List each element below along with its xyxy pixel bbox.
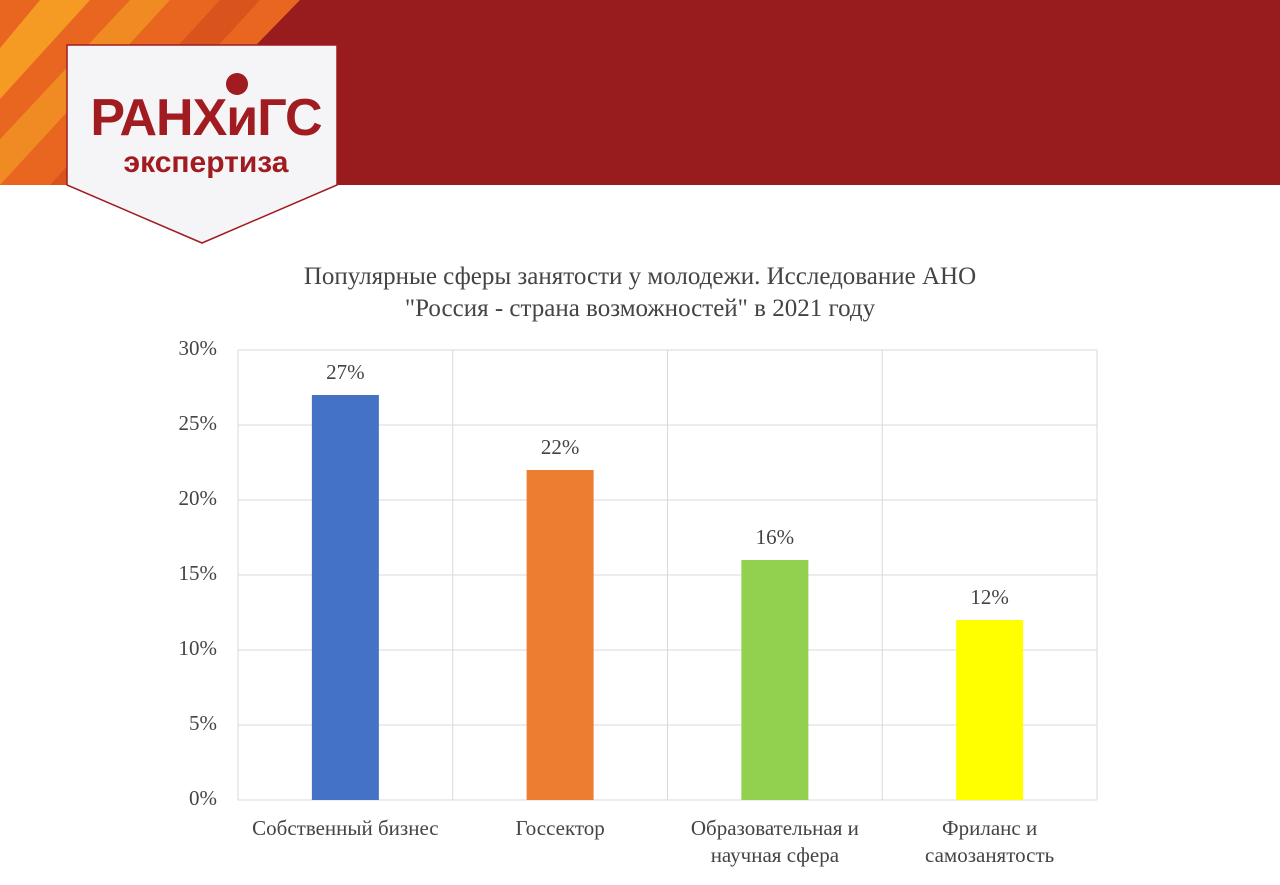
data-label: 16% [756,525,795,549]
y-tick-label: 5% [189,711,217,735]
x-tick-label: Фриланс и самозанятость [925,816,1055,867]
logo-plate [66,44,338,244]
data-label: 12% [970,585,1009,609]
x-tick-label: Образовательная и научная сфера [690,816,859,867]
bar [311,395,379,800]
y-tick-label: 0% [189,786,217,810]
bar [956,620,1024,800]
y-tick-label: 20% [179,486,218,510]
data-label: 27% [326,360,365,384]
y-tick-label: 25% [179,411,218,435]
x-tick-label: Госсектор [515,816,605,840]
y-tick-label: 30% [179,336,218,360]
chart-title: Популярные сферы занятости у молодежи. И… [303,263,977,322]
bar [741,560,809,800]
logo-title: РАНХиГС [90,89,322,147]
header-stripe [0,0,90,99]
bar [526,470,594,800]
y-tick-label: 15% [179,561,218,585]
logo-subtitle: экспертиза [123,146,289,179]
logo-emblem [226,73,248,95]
data-label: 22% [541,435,580,459]
y-tick-label: 10% [179,636,218,660]
x-tick-label: Собственный бизнес [252,816,439,840]
